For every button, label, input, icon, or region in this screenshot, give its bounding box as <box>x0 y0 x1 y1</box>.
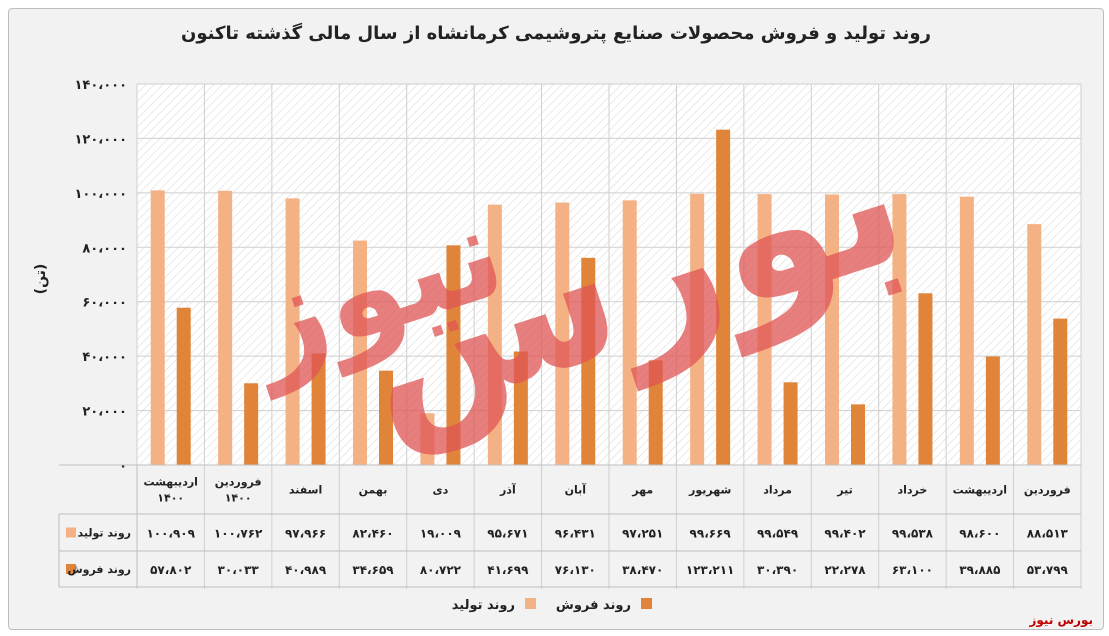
table-value: ۹۹،۴۰۲ <box>824 527 866 541</box>
bar-sales <box>244 383 259 465</box>
category-label: ۱۴۰۰ <box>225 492 252 505</box>
data-table: اردیبهشت ۱۴۰۰ ۱۰۰،۹۰۹ ۵۷،۸۰۲ فروردین ۱۴۰۰ ۱۰۰،… <box>58 464 1081 588</box>
table-value: ۸۸،۵۱۳ <box>1027 527 1069 541</box>
y-tick-label: ۴۰،۰۰۰ <box>82 350 127 365</box>
category-label: دی <box>433 484 449 497</box>
category-label: اسفند <box>289 484 322 497</box>
bar-production <box>825 194 839 465</box>
table-value: ۹۹،۶۶۹ <box>690 527 732 541</box>
category-label: بهمن <box>359 484 388 497</box>
category-label: مرداد <box>763 484 792 497</box>
y-tick-label: ۱۴۰،۰۰۰ <box>74 78 127 93</box>
bar-production <box>622 200 637 465</box>
table-value: ۷۶،۱۳۰ <box>555 563 596 577</box>
table-value: ۱۹،۰۰۹ <box>420 527 462 541</box>
category-label: تیر <box>836 484 852 497</box>
table-value: ۹۸،۶۰۰ <box>959 527 1000 541</box>
table-value: ۳۹،۸۸۵ <box>959 563 1000 577</box>
bar-production <box>757 194 772 465</box>
table-value: ۸۰،۷۲۲ <box>420 563 462 577</box>
row-label: روند تولید <box>78 527 132 540</box>
row-swatch <box>66 527 76 538</box>
chart-frame: روند تولید و فروش محصولات صنایع پتروشیمی… <box>8 8 1104 630</box>
table-value: ۹۵،۶۷۱ <box>487 527 528 541</box>
bar-sales <box>379 370 393 465</box>
bar-production <box>285 198 300 466</box>
bar-production <box>892 194 907 465</box>
bar-production <box>150 190 165 465</box>
table-value: ۲۲،۲۷۸ <box>824 563 866 577</box>
bar-production <box>218 190 233 465</box>
category-label: فروردین <box>215 476 262 489</box>
bar-sales <box>176 307 191 465</box>
table-value: ۴۰،۹۸۹ <box>285 563 327 577</box>
table-value: ۵۷،۸۰۲ <box>150 563 192 577</box>
bar-sales <box>513 351 528 465</box>
legend-swatch-production <box>525 598 536 609</box>
row-swatch <box>66 564 76 574</box>
table-value: ۵۳،۷۹۹ <box>1027 563 1069 577</box>
y-tick-label: ۲۰،۰۰۰ <box>82 405 127 420</box>
table-value: ۹۹،۵۴۹ <box>757 527 799 541</box>
bar-production <box>555 202 570 465</box>
table-value: ۳۴،۶۵۹ <box>352 563 394 577</box>
table-value: ۳۰،۳۹۰ <box>757 563 798 577</box>
table-value: ۱۰۰،۷۶۲ <box>214 527 263 541</box>
source-label: بورس نیوز <box>1029 613 1093 627</box>
category-label: آذر <box>499 483 516 497</box>
legend: روند فروش روند تولید <box>452 598 652 613</box>
bar-production <box>487 204 502 465</box>
table-value: ۱۰۰،۹۰۹ <box>146 527 195 541</box>
chart-title: روند تولید و فروش محصولات صنایع پتروشیمی… <box>181 22 931 44</box>
table-value: ۹۹،۵۳۸ <box>892 527 934 541</box>
y-tick-label: ۰ <box>119 459 127 474</box>
legend-swatch-sales <box>641 598 652 609</box>
category-label: اردیبهشت <box>143 476 197 489</box>
bar-sales <box>311 353 326 465</box>
category-label: خرداد <box>898 484 928 497</box>
row-label: روند فروش <box>67 563 131 576</box>
bar-sales <box>783 382 798 465</box>
category-label: مهر <box>631 484 653 497</box>
bar-sales <box>716 129 731 465</box>
bar-production <box>690 193 705 465</box>
y-axis-ticks: ۰ ۲۰،۰۰۰ ۴۰،۰۰۰ ۶۰،۰۰۰ ۸۰،۰۰۰ ۱۰۰،۰۰۰ ۱۲۰،۰۰۰ ۱… <box>74 78 127 474</box>
table-value: ۱۲۳،۲۱۱ <box>686 563 735 577</box>
bar-sales <box>851 404 865 465</box>
bar-production <box>420 413 435 465</box>
table-value: ۶۳،۱۰۰ <box>892 563 933 577</box>
bar-sales <box>648 360 663 465</box>
bar-sales <box>581 257 596 465</box>
y-axis-label: (تن) <box>33 264 49 295</box>
table-value: ۳۰،۰۳۳ <box>218 563 260 577</box>
legend-label-production: روند تولید <box>452 598 515 613</box>
category-label: فروردین <box>1024 484 1071 497</box>
table-value: ۸۲،۴۶۰ <box>352 527 393 541</box>
table-value: ۴۱،۶۹۹ <box>487 563 529 577</box>
chart-svg: روند تولید و فروش محصولات صنایع پتروشیمی… <box>33 22 1082 613</box>
legend-label-sales: روند فروش <box>556 598 631 613</box>
table-value: ۹۷،۲۵۱ <box>622 527 663 541</box>
bars <box>150 129 1068 466</box>
bar-sales <box>446 245 461 465</box>
y-tick-label: ۱۲۰،۰۰۰ <box>74 132 127 147</box>
bar-sales <box>985 356 1000 465</box>
bar-production <box>1027 224 1042 465</box>
table-value: ۹۷،۹۶۶ <box>285 527 326 541</box>
category-label: شهریور <box>688 484 731 497</box>
bar-production <box>353 240 367 465</box>
category-label: اردیبهشت <box>953 484 1007 497</box>
category-label: ۱۴۰۰ <box>157 492 184 505</box>
category-label: آبان <box>565 483 587 497</box>
bar-sales <box>1053 318 1068 465</box>
y-tick-label: ۶۰،۰۰۰ <box>82 296 127 311</box>
table-value: ۳۸،۴۷۰ <box>622 563 663 577</box>
y-tick-label: ۸۰،۰۰۰ <box>82 241 127 256</box>
bar-sales <box>918 293 933 465</box>
bar-production <box>959 196 974 465</box>
table-value: ۹۶،۴۳۱ <box>555 527 596 541</box>
y-tick-label: ۱۰۰،۰۰۰ <box>74 187 127 202</box>
